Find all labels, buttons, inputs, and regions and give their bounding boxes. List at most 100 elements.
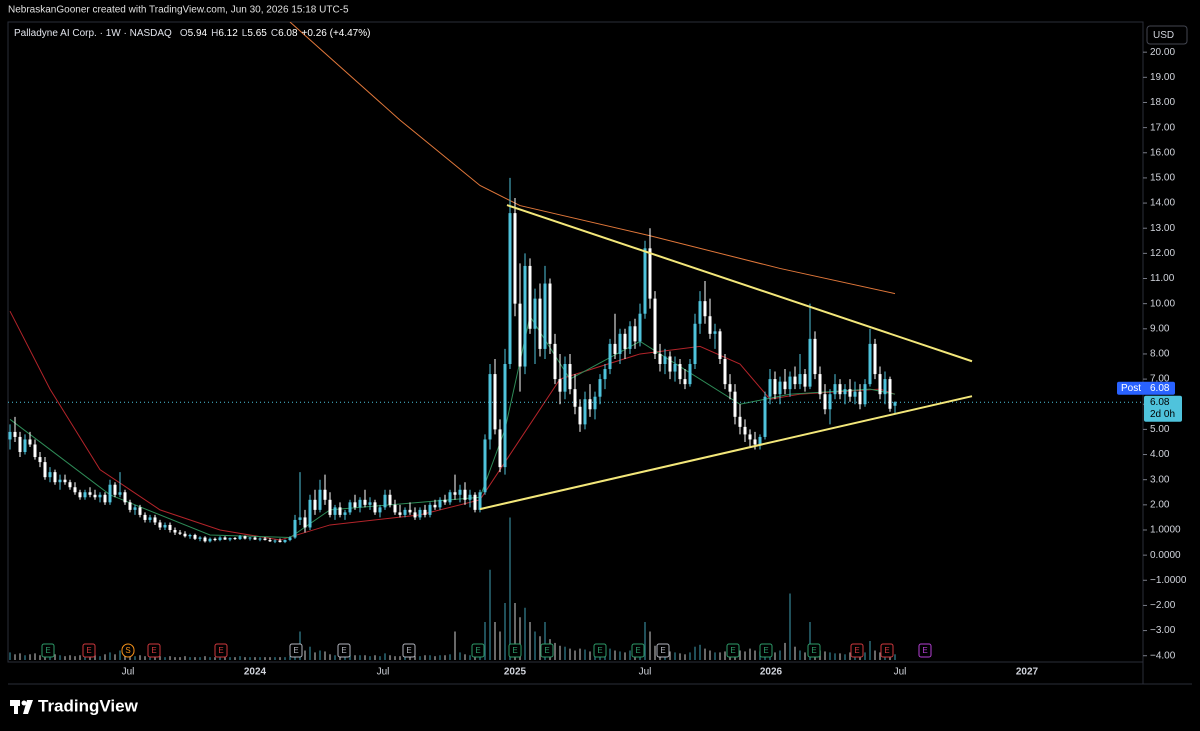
candle-body bbox=[348, 502, 352, 513]
candle-body bbox=[288, 537, 292, 541]
currency-label[interactable]: USD bbox=[1153, 30, 1174, 41]
candle-body bbox=[888, 379, 892, 409]
candle-body bbox=[868, 343, 872, 385]
candle-body bbox=[798, 374, 802, 385]
candle-body bbox=[143, 514, 147, 520]
candle-body bbox=[553, 343, 557, 380]
currency-button[interactable] bbox=[1146, 25, 1188, 45]
volume-bar bbox=[464, 654, 466, 660]
volume-bar bbox=[239, 656, 241, 660]
candle-body bbox=[108, 484, 112, 503]
candle-body bbox=[293, 519, 297, 538]
y-tick-label: 4.00 bbox=[1150, 449, 1170, 460]
candle-body bbox=[253, 537, 257, 540]
x-tick-label: 2024 bbox=[244, 667, 267, 678]
volume-bar bbox=[274, 657, 276, 660]
candle-body bbox=[43, 462, 47, 478]
y-tick-label: 19.00 bbox=[1150, 72, 1175, 83]
volume-bar bbox=[144, 656, 146, 660]
y-tick-label: −2.00 bbox=[1150, 600, 1176, 611]
candle-body bbox=[83, 492, 87, 498]
candle-body bbox=[523, 265, 527, 367]
volume-bar bbox=[419, 656, 421, 660]
event-label: E bbox=[45, 646, 50, 655]
volume-bar bbox=[834, 653, 836, 660]
candle-body bbox=[673, 364, 677, 372]
candle-body bbox=[218, 537, 222, 541]
candle-body bbox=[738, 416, 742, 427]
candle-body bbox=[178, 532, 182, 534]
candle-body bbox=[718, 331, 722, 359]
candle-body bbox=[878, 374, 882, 395]
high-value: 6.12 bbox=[218, 28, 238, 39]
post-price: 6.08 bbox=[1150, 383, 1170, 394]
volume-bar bbox=[439, 655, 441, 660]
candle-body bbox=[528, 265, 532, 329]
candle-body bbox=[103, 494, 107, 503]
event-marker: S bbox=[121, 643, 135, 658]
event-badge bbox=[41, 643, 55, 658]
volume-bar bbox=[739, 650, 741, 660]
event-badge bbox=[726, 643, 740, 658]
volume-bar bbox=[159, 656, 161, 660]
event-badge bbox=[402, 643, 416, 658]
volume-bar bbox=[49, 655, 51, 660]
candle-body bbox=[858, 391, 862, 405]
candle-body bbox=[168, 524, 172, 530]
candle-body bbox=[358, 499, 362, 508]
candle-body bbox=[498, 429, 502, 468]
y-tick-label: 15.00 bbox=[1150, 173, 1175, 184]
volume-bar bbox=[469, 655, 471, 660]
volume-bar bbox=[379, 656, 381, 660]
volume-bar bbox=[244, 657, 246, 660]
candle-body bbox=[393, 504, 397, 513]
y-tick-label: 12.00 bbox=[1150, 248, 1175, 259]
volume-bar bbox=[409, 656, 411, 660]
volume-bar bbox=[449, 654, 451, 660]
volume-bar bbox=[234, 657, 236, 660]
event-label: E bbox=[854, 646, 859, 655]
volume-bar bbox=[459, 652, 461, 660]
volume-bar bbox=[654, 645, 656, 660]
close-letter: C bbox=[271, 28, 278, 39]
high-letter: H bbox=[211, 28, 218, 39]
event-badge bbox=[289, 643, 303, 658]
volume-bar bbox=[384, 653, 386, 660]
volume-bar bbox=[809, 622, 811, 660]
volume-bar bbox=[84, 656, 86, 660]
volume-bar bbox=[359, 655, 361, 660]
volume-bar bbox=[149, 657, 151, 660]
volume-bar bbox=[319, 650, 321, 660]
candle-body bbox=[423, 509, 427, 515]
candle-body bbox=[828, 394, 832, 410]
volume-bar bbox=[164, 657, 166, 660]
candle-body bbox=[163, 524, 167, 528]
event-marker: E bbox=[880, 643, 894, 658]
volume-bar bbox=[219, 657, 221, 660]
brand-name: TradingView bbox=[38, 696, 139, 715]
volume-bar bbox=[229, 657, 231, 660]
y-tick-label: 16.00 bbox=[1150, 147, 1175, 158]
volume-bar bbox=[374, 655, 376, 660]
y-tick-label: 11.00 bbox=[1150, 273, 1175, 284]
candle-body bbox=[323, 489, 327, 500]
candle-body bbox=[213, 538, 217, 541]
candle-body bbox=[508, 213, 512, 365]
candle-body bbox=[773, 379, 777, 395]
event-label: E bbox=[922, 646, 927, 655]
y-tick-label: −1.0000 bbox=[1150, 575, 1187, 586]
volume-bar bbox=[684, 654, 686, 660]
volume-bar bbox=[559, 645, 561, 660]
candle-body bbox=[68, 482, 72, 488]
volume-bar bbox=[324, 651, 326, 660]
volume-bar bbox=[354, 655, 356, 660]
candle-body bbox=[38, 457, 42, 463]
volume-bar bbox=[179, 657, 181, 660]
x-tick-label: 2025 bbox=[504, 667, 527, 678]
candle-body bbox=[648, 248, 652, 299]
volume-bar bbox=[249, 657, 251, 660]
candle-body bbox=[588, 399, 592, 410]
volume-bar bbox=[39, 655, 41, 660]
volume-bar bbox=[64, 656, 66, 660]
x-tick-label: Jul bbox=[377, 667, 390, 678]
